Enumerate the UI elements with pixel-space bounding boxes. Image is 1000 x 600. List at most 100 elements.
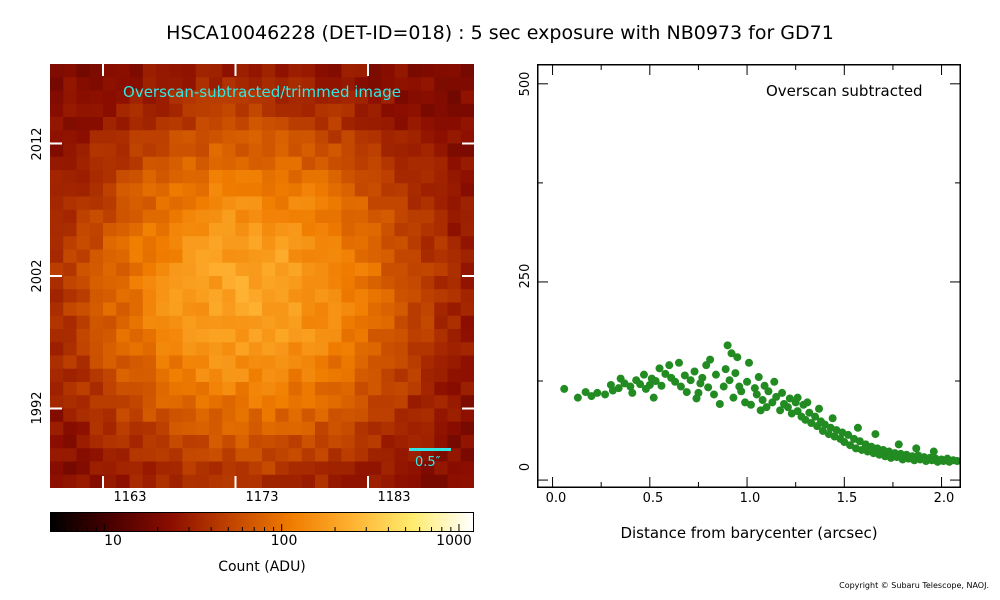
- heatmap-cell: [76, 117, 91, 131]
- heatmap-cell: [460, 156, 474, 171]
- heatmap-cell: [156, 448, 170, 463]
- heatmap-cell: [209, 236, 223, 251]
- heatmap-cell: [460, 90, 474, 105]
- scatter-point: [762, 403, 771, 412]
- heatmap-cell: [460, 421, 474, 436]
- heatmap-cell: [328, 355, 343, 370]
- heatmap-y-tick-label: 1992: [30, 391, 45, 425]
- scatter-point: [772, 392, 781, 401]
- heatmap-cell: [354, 289, 369, 304]
- heatmap-cell: [460, 315, 474, 330]
- heatmap-cell: [195, 302, 210, 317]
- heatmap-cell: [447, 170, 462, 184]
- heatmap-cell: [129, 315, 144, 330]
- heatmap-cell: [368, 474, 382, 488]
- heatmap-cell: [368, 156, 382, 171]
- heatmap-cell: [315, 342, 329, 357]
- heatmap-cell: [315, 368, 329, 383]
- heatmap-cell: [354, 90, 369, 105]
- heatmap-cell: [328, 368, 343, 383]
- heatmap-cell: [182, 223, 197, 237]
- scatter-point: [702, 361, 711, 370]
- heatmap-cell: [156, 170, 170, 184]
- heatmap-cell: [368, 249, 382, 264]
- heatmap-cell: [156, 77, 170, 92]
- heatmap-cell: [354, 276, 369, 290]
- colorbar-tick-label: 10: [104, 533, 122, 549]
- heatmap-cell: [103, 183, 117, 198]
- heatmap-cell: [116, 289, 131, 304]
- heatmap-cell: [116, 209, 131, 224]
- heatmap-cell: [447, 223, 462, 237]
- heatmap-cell: [63, 276, 78, 290]
- scatter-point: [912, 444, 921, 453]
- heatmap-cell: [89, 156, 104, 171]
- heatmap-cell: [288, 249, 303, 264]
- heatmap-cell: [460, 130, 474, 145]
- heatmap-cell: [63, 329, 78, 343]
- heatmap-cell: [195, 183, 210, 198]
- heatmap-cell: [275, 223, 290, 237]
- heatmap-cell: [275, 302, 290, 317]
- scatter-point: [614, 384, 623, 393]
- heatmap-cell: [76, 249, 91, 264]
- heatmap-cell: [50, 156, 64, 171]
- heatmap-cell: [262, 474, 276, 488]
- heatmap-cell: [288, 77, 303, 92]
- heatmap-cell: [129, 209, 144, 224]
- heatmap-cell: [328, 408, 343, 423]
- scatter-y-tick-label: 500: [518, 71, 533, 97]
- heatmap-cell: [169, 262, 184, 277]
- heatmap-cell: [76, 143, 91, 158]
- scatter-point: [815, 404, 824, 413]
- heatmap-cell: [262, 461, 276, 476]
- heatmap-cell: [381, 77, 396, 92]
- heatmap-cell: [63, 103, 78, 118]
- heatmap-cell: [368, 421, 382, 436]
- heatmap-cell: [142, 236, 157, 251]
- heatmap-cell: [129, 395, 144, 410]
- heatmap-cell: [195, 143, 210, 158]
- heatmap-cell: [341, 276, 356, 290]
- heatmap-cell: [421, 276, 435, 290]
- heatmap-cell: [103, 103, 117, 118]
- heatmap-cell: [354, 209, 369, 224]
- heatmap-cell: [169, 249, 184, 264]
- heatmap-cell: [301, 276, 316, 290]
- heatmap-cell: [142, 90, 157, 105]
- heatmap-cell: [116, 183, 131, 198]
- heatmap-cell: [235, 368, 250, 383]
- heatmap-cell: [248, 183, 263, 198]
- heatmap-cell: [315, 170, 329, 184]
- heatmap-cell: [222, 170, 237, 184]
- heatmap-cell: [248, 262, 263, 277]
- chart-title: HSCA10046228 (DET-ID=018) : 5 sec exposu…: [166, 22, 834, 44]
- heatmap-cell: [315, 143, 329, 158]
- heatmap-cell: [182, 90, 197, 105]
- heatmap-cell: [288, 342, 303, 357]
- heatmap-cell: [421, 289, 435, 304]
- heatmap-cell: [407, 276, 422, 290]
- scatter-x-tick-label: 2.0: [933, 491, 955, 506]
- heatmap-cell: [421, 170, 435, 184]
- heatmap-cell: [63, 382, 78, 396]
- heatmap-cell: [328, 143, 343, 158]
- heatmap-cell: [248, 90, 263, 105]
- heatmap-cell: [182, 143, 197, 158]
- heatmap-cell: [103, 223, 117, 237]
- heatmap-cell: [182, 103, 197, 118]
- heatmap-cell: [381, 474, 396, 488]
- heatmap-cell: [394, 289, 409, 304]
- heatmap-cell: [169, 302, 184, 317]
- heatmap-cell: [76, 395, 91, 410]
- scatter-point: [587, 392, 596, 401]
- heatmap-cell: [50, 209, 64, 224]
- heatmap-cell: [195, 170, 210, 184]
- heatmap-cell: [103, 448, 117, 463]
- heatmap-cell: [222, 64, 237, 78]
- scatter-point: [731, 369, 740, 378]
- scatter-point: [811, 412, 820, 421]
- heatmap-cell: [156, 368, 170, 383]
- heatmap-cell: [50, 262, 64, 277]
- heatmap-cell: [394, 382, 409, 396]
